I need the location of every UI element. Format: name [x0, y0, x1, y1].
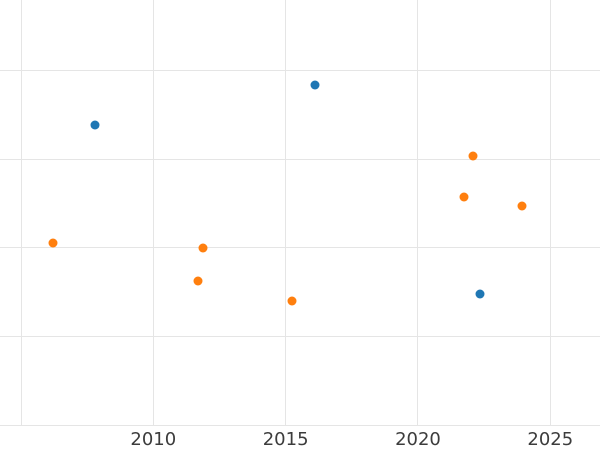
x-gridline-2015 [285, 0, 287, 425]
orange-series-point [468, 151, 478, 161]
y-gridline-3 [0, 158, 600, 160]
y-gridline-4 [0, 70, 600, 72]
y-gridline-1 [0, 335, 600, 337]
x-gridline-2010 [152, 0, 154, 425]
orange-series-point [287, 296, 297, 306]
orange-series-point [459, 192, 469, 202]
orange-series-point [193, 276, 203, 286]
blue-series-point [90, 120, 100, 130]
x-gridline-2025 [549, 0, 551, 425]
x-tick-label-2010: 2010 [130, 429, 177, 450]
blue-series-point [310, 80, 320, 90]
blue-series-point [475, 289, 485, 299]
y-gridline-0 [0, 424, 600, 426]
orange-series-point [48, 238, 58, 248]
orange-series-point [517, 201, 527, 211]
y-gridline-2 [0, 247, 600, 249]
x-tick-label-2025: 2025 [527, 429, 574, 450]
x-gridline-2020 [417, 0, 419, 425]
orange-series-point [198, 243, 208, 253]
x-tick-label-2015: 2015 [262, 429, 309, 450]
x-gridline-2005 [20, 0, 22, 425]
x-tick-label-2020: 2020 [395, 429, 441, 450]
